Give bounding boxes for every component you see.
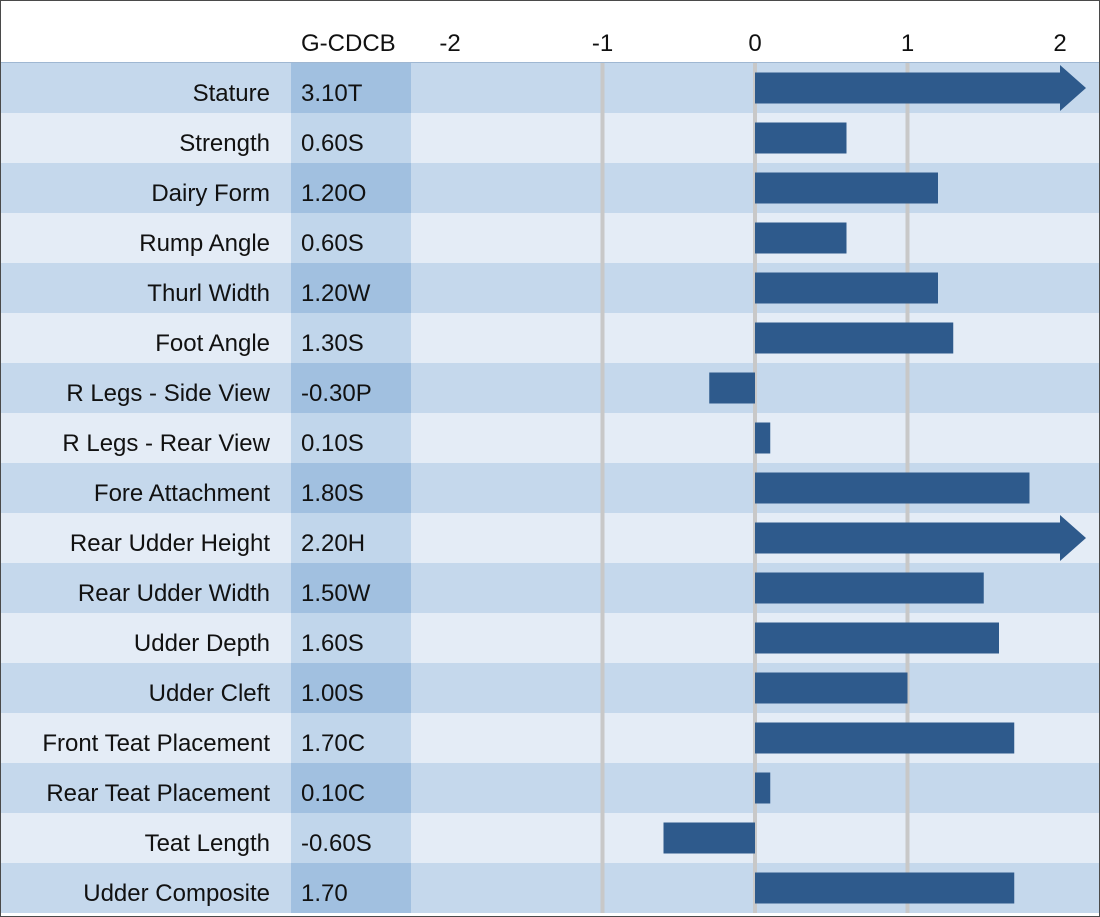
category-label: R Legs - Rear View (62, 430, 270, 457)
value-cell (291, 263, 411, 313)
value-label: 1.20O (301, 180, 366, 207)
value-cell (291, 763, 411, 813)
labels: G-CDCB -2 -1 0 1 2 Stature 3.10T Strength 0.60S Da… (42, 30, 1066, 907)
bars (663, 65, 1086, 904)
row-band (1, 413, 1099, 463)
bar (755, 672, 908, 704)
row-band (1, 113, 1099, 163)
row-band (1, 763, 1099, 813)
bar (755, 472, 1030, 504)
value-cell (291, 363, 411, 413)
bar (755, 122, 847, 154)
value-label: 3.10T (301, 80, 363, 107)
value-cell (291, 513, 411, 563)
x-tick-label: 1 (901, 30, 914, 57)
category-label: Rear Udder Height (70, 530, 270, 557)
bar (755, 322, 954, 354)
bar (755, 222, 847, 254)
value-cell (291, 563, 411, 613)
row-band (1, 813, 1099, 863)
value-cell (291, 813, 411, 863)
value-label: 2.20H (301, 530, 365, 557)
bar (755, 872, 1015, 904)
value-label: 1.50W (301, 580, 371, 607)
category-label: Udder Cleft (149, 680, 271, 707)
category-label: R Legs - Side View (66, 380, 270, 407)
value-label: 0.10S (301, 430, 364, 457)
value-label: -0.60S (301, 830, 372, 857)
category-label: Teat Length (145, 830, 270, 857)
value-cell (291, 163, 411, 213)
value-label: -0.30P (301, 380, 372, 407)
category-label: Rump Angle (139, 230, 270, 257)
category-label: Fore Attachment (94, 480, 270, 507)
bar (755, 172, 938, 204)
value-cell (291, 863, 411, 913)
value-cell (291, 413, 411, 463)
value-cell (291, 463, 411, 513)
value-cell (291, 613, 411, 663)
category-label: Foot Angle (155, 330, 270, 357)
row-bands (1, 62, 1099, 913)
x-tick-label: 0 (748, 30, 761, 57)
bar-arrow (755, 65, 1086, 111)
value-label: 0.10C (301, 780, 365, 807)
bar-arrow (755, 515, 1086, 561)
category-label: Rear Udder Width (78, 580, 270, 607)
bar (755, 772, 771, 804)
value-cell (291, 113, 411, 163)
bar (755, 572, 984, 604)
value-label: 1.00S (301, 680, 364, 707)
value-label: 1.70 (301, 880, 348, 907)
category-label: Front Teat Placement (42, 730, 270, 757)
row-band (1, 663, 1099, 713)
bar (755, 422, 771, 454)
category-label: Thurl Width (147, 280, 270, 307)
value-cell (291, 213, 411, 263)
value-cell (291, 713, 411, 763)
x-tick-label: 2 (1053, 30, 1066, 57)
category-label: Stature (193, 80, 270, 107)
category-label: Udder Composite (83, 880, 270, 907)
row-band (1, 213, 1099, 263)
value-label: 1.60S (301, 630, 364, 657)
category-label: Strength (179, 130, 270, 157)
row-band (1, 363, 1099, 413)
x-tick-label: -1 (592, 30, 613, 57)
bar (709, 372, 755, 404)
value-cell (291, 63, 411, 113)
bar (755, 622, 999, 654)
category-label: Udder Depth (134, 630, 270, 657)
bar (663, 822, 755, 854)
value-label: 1.30S (301, 330, 364, 357)
value-cell (291, 313, 411, 363)
x-tick-label: -2 (439, 30, 460, 57)
value-label: 1.20W (301, 280, 371, 307)
category-label: Dairy Form (151, 180, 270, 207)
value-label: 1.70C (301, 730, 365, 757)
value-label: 0.60S (301, 230, 364, 257)
bar (755, 272, 938, 304)
value-cell (291, 663, 411, 713)
value-label: 0.60S (301, 130, 364, 157)
value-label: 1.80S (301, 480, 364, 507)
value-column-header: G-CDCB (301, 30, 396, 57)
category-label: Rear Teat Placement (46, 780, 270, 807)
bar (755, 722, 1015, 754)
